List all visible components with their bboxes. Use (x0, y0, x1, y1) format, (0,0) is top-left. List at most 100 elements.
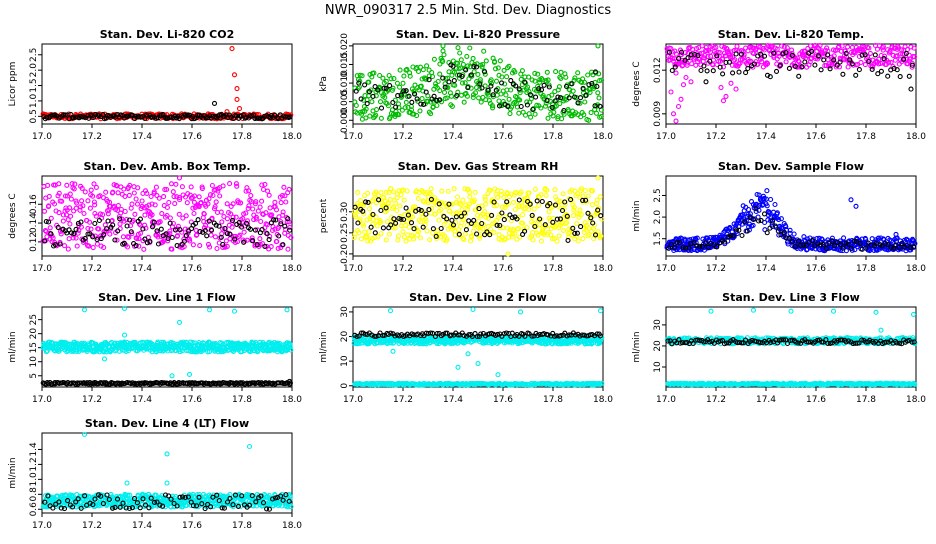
x-tick-label: 17.8 (543, 132, 563, 142)
data-point (429, 187, 433, 191)
x-tick-label: 17.8 (543, 264, 563, 274)
data-point (456, 46, 460, 50)
data-point (598, 195, 602, 199)
panel-3: Stan. Dev. Li-820 Temp.0.0090.012degrees… (632, 28, 926, 142)
y-tick-label: 1.5 (29, 78, 39, 92)
data-point (554, 70, 558, 74)
data-point (495, 79, 499, 83)
data-point (174, 182, 178, 186)
data-point (133, 212, 137, 216)
x-tick-label: 17.2 (393, 264, 413, 274)
data-point (354, 104, 358, 108)
data-point (68, 222, 72, 226)
data-point (173, 202, 177, 206)
data-point (596, 91, 600, 95)
data-point (225, 202, 229, 206)
data-point (395, 209, 399, 213)
data-point (471, 308, 475, 312)
data-point (136, 202, 140, 206)
x-tick-label: 17.8 (232, 264, 252, 274)
data-point (210, 184, 214, 188)
data-point (242, 230, 246, 234)
data-point (142, 247, 146, 251)
y-tick-label: 0.20 (340, 244, 350, 264)
data-point (450, 218, 454, 222)
data-point (484, 202, 488, 206)
data-point (672, 112, 676, 116)
data-point (89, 188, 93, 192)
data-point (251, 207, 255, 211)
data-point (704, 80, 708, 84)
data-point (765, 231, 769, 235)
data-point (879, 69, 883, 73)
data-point (168, 216, 172, 220)
data-point (118, 222, 122, 226)
data-point (63, 244, 67, 248)
data-point (468, 195, 472, 199)
data-point (380, 106, 384, 110)
data-point (674, 71, 678, 75)
series-line-a (41, 306, 293, 377)
data-point (456, 195, 460, 199)
data-point (719, 86, 723, 90)
data-point (438, 72, 442, 76)
data-point (477, 96, 481, 100)
data-point (140, 199, 144, 203)
data-point (859, 60, 863, 64)
x-tick-label: 17.4 (132, 264, 152, 274)
data-point (846, 45, 850, 49)
y-tick-label: 0.16 (29, 194, 39, 214)
data-point (91, 246, 95, 250)
data-point (103, 357, 107, 361)
data-point (387, 232, 391, 236)
y-tick-label: 10 (29, 356, 39, 368)
data-point (285, 308, 289, 312)
data-point (576, 239, 580, 243)
data-point (418, 109, 422, 113)
data-point (205, 234, 209, 238)
data-point (388, 84, 392, 88)
data-point (428, 238, 432, 242)
x-tick-label: 17.8 (543, 395, 563, 405)
data-point (398, 85, 402, 89)
data-point (689, 80, 693, 84)
data-point (404, 206, 408, 210)
data-point (49, 216, 53, 220)
data-point (379, 100, 383, 104)
data-point (553, 188, 557, 192)
data-point (417, 70, 421, 74)
data-point (267, 193, 271, 197)
data-point (482, 49, 486, 53)
data-point (94, 185, 98, 189)
data-point (504, 93, 508, 97)
data-point (461, 198, 465, 202)
y-axis-label: percent (319, 198, 329, 233)
data-point (424, 212, 428, 216)
x-tick-label: 17.6 (182, 132, 202, 142)
data-point (221, 184, 225, 188)
y-tick-label: 30 (340, 306, 350, 318)
data-point (763, 212, 767, 216)
panel-1: Stan. Dev. Li-820 CO20.51.01.52.02.5Lico… (8, 28, 302, 142)
data-point (547, 210, 551, 214)
data-point (121, 235, 125, 239)
data-point (773, 203, 777, 207)
data-point (405, 189, 409, 193)
data-point (189, 185, 193, 189)
data-point (123, 210, 127, 214)
data-point (66, 247, 70, 251)
data-point (506, 252, 510, 256)
data-point (214, 200, 218, 204)
data-point (873, 53, 877, 57)
data-point (367, 230, 371, 234)
data-point (539, 239, 543, 243)
data-point (406, 233, 410, 237)
data-point (373, 231, 377, 235)
data-point (379, 191, 383, 195)
x-tick-label: 18.0 (593, 395, 613, 405)
data-point (589, 111, 593, 115)
data-point (130, 202, 134, 206)
y-tick-label: 0.30 (340, 201, 350, 221)
data-point (180, 185, 184, 189)
